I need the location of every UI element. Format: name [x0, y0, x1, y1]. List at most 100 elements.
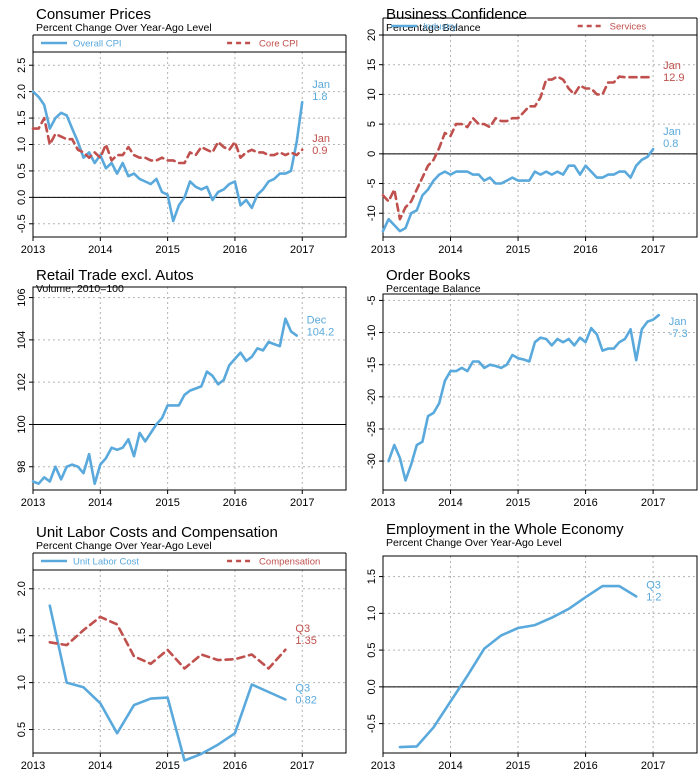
y-tick-label: -5	[366, 179, 378, 189]
x-tick-label: 2015	[506, 760, 530, 772]
series-line	[48, 604, 287, 762]
y-tick-label: -10	[366, 325, 378, 341]
x-tick-label: 2017	[290, 760, 314, 772]
x-tick-label: 2017	[641, 760, 665, 772]
x-tick-label: 2014	[88, 244, 112, 256]
x-tick-label: 2014	[438, 760, 462, 772]
y-tick-label: 20	[366, 29, 378, 41]
x-tick-label: 2017	[290, 244, 314, 256]
chart-title: Business Confidence	[386, 6, 527, 23]
x-tick-label: 2017	[290, 497, 314, 509]
y-tick-label: 0	[366, 151, 378, 157]
chart-subtitle: Percent Change Over Year-Ago Level	[36, 22, 212, 34]
x-tick-label: 2015	[155, 497, 179, 509]
plot-frame	[32, 51, 347, 238]
end-value-label: Jan	[663, 60, 681, 72]
end-value-label: Q3	[646, 579, 661, 591]
y-tick-label: 1.5	[16, 110, 28, 125]
x-tick-label: 2017	[641, 497, 665, 509]
x-tick-label: 2013	[21, 244, 45, 256]
series-line	[387, 313, 661, 482]
end-value-label: Jan	[312, 133, 330, 145]
end-value-label: Jan	[663, 126, 681, 138]
x-tick-label: 2016	[223, 497, 247, 509]
chart-title: Consumer Prices	[36, 6, 151, 23]
y-tick-label: 104	[16, 331, 28, 349]
legend-label: Unit Labor Cost	[73, 557, 139, 568]
y-tick-label: 2.5	[16, 58, 28, 73]
x-tick-label: 2016	[573, 760, 597, 772]
y-tick-label: 1.0	[366, 606, 378, 621]
end-value-label: Q3	[295, 623, 310, 635]
end-value-label: 1.8	[312, 91, 327, 103]
x-tick-label: 2014	[438, 497, 462, 509]
end-value-label: Jan	[669, 316, 687, 328]
end-value-label: -7.3	[669, 328, 688, 340]
x-tick-label: 2015	[155, 760, 179, 772]
series-line	[31, 116, 304, 165]
y-tick-label: 0.0	[16, 190, 28, 205]
y-tick-label: -5	[366, 296, 378, 306]
plot-frame	[382, 293, 698, 491]
chart-title: Order Books	[386, 267, 470, 284]
x-tick-label: 2013	[371, 244, 395, 256]
x-tick-label: 2014	[438, 244, 462, 256]
y-tick-label: 106	[16, 288, 28, 306]
y-tick-label: 0.5	[16, 163, 28, 178]
plot-frame	[382, 34, 698, 238]
y-tick-label: -10	[366, 205, 378, 221]
end-value-label: 1.2	[646, 591, 661, 603]
plot-frame	[382, 555, 698, 754]
y-tick-label: 10	[366, 88, 378, 100]
y-tick-label: 1.0	[16, 137, 28, 152]
x-tick-label: 2016	[573, 244, 597, 256]
y-tick-label: -20	[366, 389, 378, 405]
end-value-label: 0.82	[295, 695, 316, 707]
legend-label: Compensation	[259, 557, 320, 568]
plot-frame	[32, 286, 347, 491]
plot-frame	[32, 569, 347, 754]
y-tick-label: 0.5	[366, 642, 378, 657]
x-tick-label: 2016	[573, 497, 597, 509]
x-tick-label: 2015	[506, 244, 530, 256]
y-tick-label: 15	[366, 59, 378, 71]
y-tick-label: 1.5	[366, 569, 378, 584]
chart-subtitle: Percentage Balance	[386, 283, 481, 295]
end-value-label: Q3	[295, 683, 310, 695]
x-tick-label: 2013	[21, 760, 45, 772]
y-tick-label: -25	[366, 421, 378, 437]
x-tick-label: 2013	[21, 497, 45, 509]
y-tick-label: -0.5	[16, 214, 28, 233]
y-tick-label: 1.5	[16, 628, 28, 643]
y-tick-label: 100	[16, 415, 28, 433]
x-tick-label: 2017	[641, 244, 665, 256]
end-value-label: 0.8	[663, 138, 678, 150]
series-line	[48, 615, 287, 670]
x-tick-label: 2016	[223, 244, 247, 256]
chart-subtitle: Percent Change Over Year-Ago Level	[36, 540, 212, 552]
y-tick-label: -30	[366, 453, 378, 469]
y-tick-label: 1.0	[16, 675, 28, 690]
y-tick-label: 0.0	[366, 679, 378, 694]
y-tick-label: 98	[16, 461, 28, 473]
y-tick-label: 2.0	[16, 84, 28, 99]
end-value-label: Jan	[312, 79, 330, 91]
legend-label: Core CPI	[259, 39, 298, 50]
chart-title: Retail Trade excl. Autos	[36, 267, 194, 284]
series-line	[398, 584, 638, 749]
chart-subtitle: Percent Change Over Year-Ago Level	[386, 537, 562, 549]
x-tick-label: 2014	[88, 497, 112, 509]
x-tick-label: 2013	[371, 760, 395, 772]
y-tick-label: -0.5	[366, 714, 378, 733]
series-line	[381, 75, 655, 221]
legend-label: Overall CPI	[73, 39, 122, 50]
legend-label: Industry	[423, 22, 457, 33]
series-line	[31, 90, 304, 223]
y-tick-label: 0.5	[16, 722, 28, 737]
x-tick-label: 2016	[223, 760, 247, 772]
x-tick-label: 2014	[88, 760, 112, 772]
end-value-label: 12.9	[663, 72, 684, 84]
